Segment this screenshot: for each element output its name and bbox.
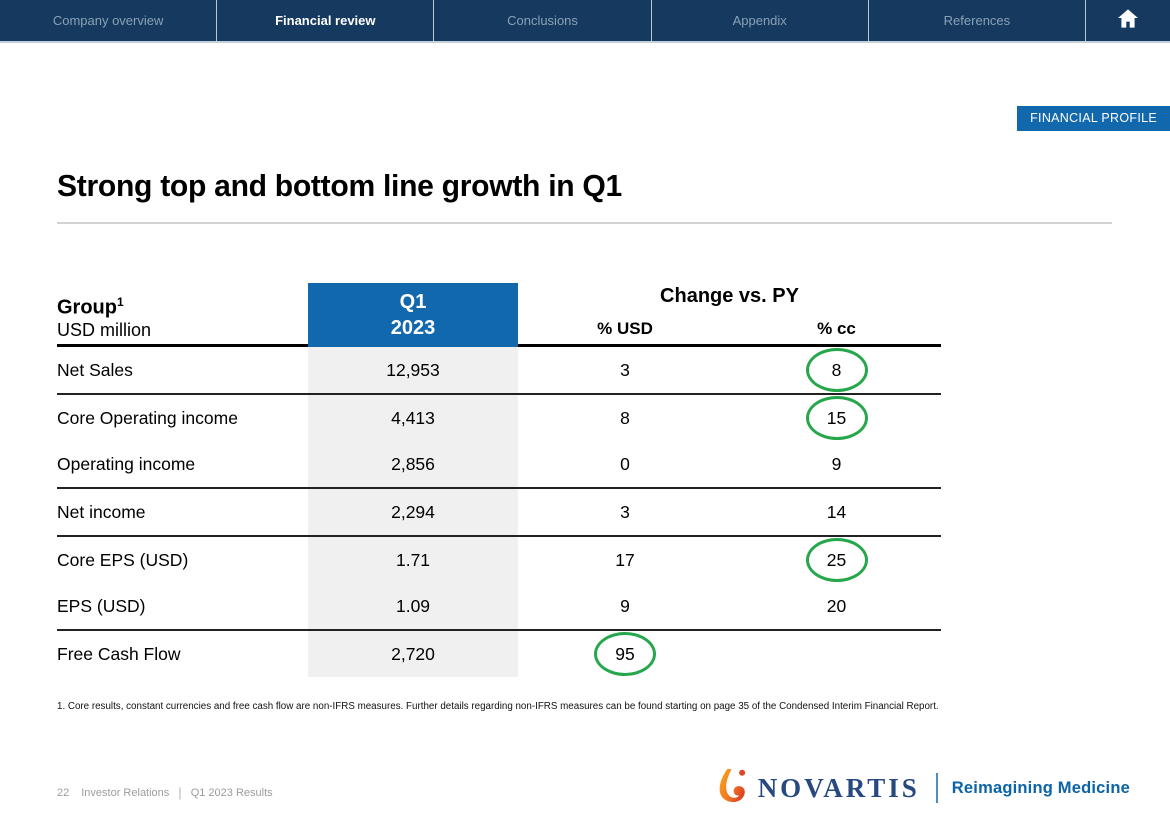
usd-change-value: 9 bbox=[620, 595, 630, 616]
column-header-pct-usd: % USD bbox=[597, 319, 653, 338]
table-row: EPS (USD) 1.09 9 20 bbox=[57, 583, 941, 631]
q1-value: 4,413 bbox=[308, 395, 518, 441]
table-row: Net Sales 12,953 3 8 bbox=[57, 347, 941, 395]
unit-label: USD million bbox=[57, 319, 152, 340]
novartis-wordmark: NOVARTIS bbox=[757, 772, 920, 803]
table-row: Free Cash Flow 2,720 95 bbox=[57, 631, 941, 677]
nav-tab-financial-review[interactable]: Financial review bbox=[217, 0, 435, 41]
q1-value: 2,294 bbox=[308, 489, 518, 535]
cc-change-value: 15 bbox=[732, 395, 941, 441]
row-label: Core Operating income bbox=[57, 407, 238, 428]
group-label: Group bbox=[57, 296, 117, 319]
q1-value: 2,720 bbox=[308, 631, 518, 677]
table-header-q1-2023: Q1 2023 bbox=[308, 283, 518, 347]
logo-divider bbox=[935, 773, 938, 803]
q1-label: Q1 bbox=[399, 291, 427, 313]
table-header-group: Group1 USD million bbox=[57, 283, 308, 347]
cc-change-value: 9 bbox=[831, 453, 842, 474]
column-header-pct-cc: % cc bbox=[817, 319, 856, 338]
nav-tab-appendix[interactable]: Appendix bbox=[652, 0, 869, 41]
table-row: Core Operating income 4,413 8 15 bbox=[57, 395, 941, 441]
table-header: Group1 USD million Q1 2023 Change vs. PY… bbox=[57, 283, 941, 347]
cc-change-value: 14 bbox=[826, 501, 847, 522]
highlight-circle: 25 bbox=[805, 538, 868, 582]
nav-tab-company-overview[interactable]: Company overview bbox=[0, 0, 218, 41]
footer-page-info: 22 Investor Relations | Q1 2023 Results bbox=[57, 785, 273, 800]
title-divider bbox=[57, 222, 1112, 224]
table-row: Core EPS (USD) 1.71 17 25 bbox=[57, 537, 941, 583]
row-label: Core EPS (USD) bbox=[57, 549, 189, 570]
usd-change-value: 17 bbox=[615, 549, 635, 570]
row-label: Operating income bbox=[57, 453, 196, 474]
novartis-flame-icon bbox=[716, 767, 748, 809]
q1-value: 1.09 bbox=[308, 583, 518, 629]
row-label: Free Cash Flow bbox=[57, 643, 181, 664]
row-label: Net income bbox=[57, 501, 146, 522]
nav-tab-conclusions[interactable]: Conclusions bbox=[434, 0, 652, 41]
highlight-circle: 8 bbox=[805, 348, 868, 392]
novartis-tagline: Reimagining Medicine bbox=[951, 778, 1130, 797]
q1-value: 12,953 bbox=[308, 347, 518, 393]
year-label: 2023 bbox=[390, 317, 436, 339]
change-vs-py-label: Change vs. PY bbox=[660, 285, 799, 307]
financial-table: Group1 USD million Q1 2023 Change vs. PY… bbox=[57, 283, 941, 677]
usd-change-value: 8 bbox=[620, 407, 630, 428]
top-navigation: Company overview Financial review Conclu… bbox=[0, 0, 1170, 43]
footer-section: Investor Relations bbox=[81, 786, 170, 799]
nav-tab-references[interactable]: References bbox=[869, 0, 1087, 41]
cc-change-value: 8 bbox=[732, 347, 941, 393]
usd-change-value: 0 bbox=[620, 453, 630, 474]
nav-home-button[interactable] bbox=[1086, 0, 1170, 41]
novartis-logo: NOVARTIS Reimagining Medicine bbox=[716, 767, 1130, 809]
highlight-circle: 95 bbox=[594, 632, 656, 676]
group-footnote-marker: 1 bbox=[117, 294, 124, 309]
table-header-change-vs-py: Change vs. PY % USD % cc bbox=[518, 283, 941, 347]
home-icon bbox=[1116, 7, 1140, 35]
usd-change-value: 3 bbox=[620, 501, 630, 522]
cc-change-value bbox=[732, 631, 941, 677]
table-row: Net income 2,294 3 14 bbox=[57, 489, 941, 537]
cc-change-value: 20 bbox=[826, 595, 847, 616]
table-row: Operating income 2,856 0 9 bbox=[57, 441, 941, 489]
q1-value: 2,856 bbox=[308, 441, 518, 487]
row-label: EPS (USD) bbox=[57, 595, 146, 616]
section-badge: FINANCIAL PROFILE bbox=[1017, 106, 1170, 131]
page-title: Strong top and bottom line growth in Q1 bbox=[57, 167, 622, 203]
highlight-circle: 15 bbox=[805, 396, 868, 440]
q1-value: 1.71 bbox=[308, 537, 518, 583]
row-label: Net Sales bbox=[57, 359, 133, 380]
page-number: 22 bbox=[57, 786, 70, 799]
cc-change-value: 25 bbox=[732, 537, 941, 583]
footnote: 1. Core results, constant currencies and… bbox=[57, 701, 939, 712]
footer-separator: | bbox=[178, 785, 182, 800]
usd-change-value: 95 bbox=[518, 631, 732, 677]
footer-deck-name: Q1 2023 Results bbox=[190, 786, 273, 799]
usd-change-value: 3 bbox=[620, 359, 630, 380]
